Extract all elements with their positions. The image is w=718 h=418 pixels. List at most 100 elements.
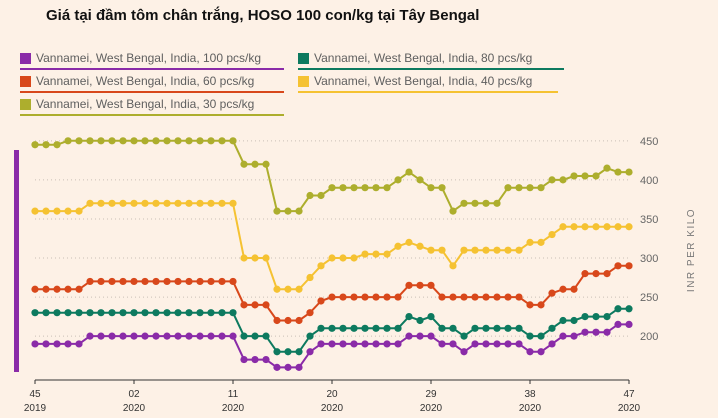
data-point[interactable] (75, 207, 83, 215)
data-point[interactable] (361, 340, 369, 348)
data-point[interactable] (218, 309, 226, 317)
data-point[interactable] (273, 316, 281, 325)
data-point[interactable] (42, 207, 50, 215)
data-point[interactable] (152, 309, 160, 317)
data-point[interactable] (548, 289, 556, 297)
data-point[interactable] (31, 141, 39, 149)
data-point[interactable] (383, 324, 391, 332)
data-point[interactable] (559, 223, 567, 231)
data-point[interactable] (64, 207, 72, 215)
data-point[interactable] (185, 332, 193, 340)
data-point[interactable] (108, 277, 116, 286)
data-point[interactable] (493, 324, 501, 332)
data-point[interactable] (108, 309, 116, 317)
data-point[interactable] (614, 262, 622, 270)
data-point[interactable] (97, 199, 105, 207)
data-point[interactable] (460, 199, 468, 207)
data-point[interactable] (570, 316, 578, 325)
data-point[interactable] (130, 137, 138, 145)
data-point[interactable] (53, 340, 61, 348)
data-point[interactable] (86, 137, 94, 145)
data-point[interactable] (240, 355, 248, 364)
data-point[interactable] (515, 340, 523, 348)
data-point[interactable] (471, 246, 479, 254)
data-point[interactable] (482, 293, 490, 301)
data-point[interactable] (526, 184, 534, 192)
data-point[interactable] (262, 254, 270, 262)
data-point[interactable] (416, 176, 424, 184)
data-point[interactable] (350, 340, 358, 348)
data-point[interactable] (196, 199, 204, 207)
data-point[interactable] (42, 340, 50, 348)
data-point[interactable] (262, 301, 270, 309)
data-point[interactable] (185, 137, 193, 145)
data-point[interactable] (592, 172, 600, 180)
data-point[interactable] (284, 363, 292, 371)
data-point[interactable] (174, 332, 182, 340)
data-point[interactable] (504, 324, 512, 332)
data-point[interactable] (493, 246, 501, 254)
data-point[interactable] (196, 277, 204, 286)
data-point[interactable] (537, 238, 545, 246)
data-point[interactable] (559, 285, 567, 293)
data-point[interactable] (394, 293, 402, 301)
data-point[interactable] (53, 141, 61, 149)
data-point[interactable] (53, 207, 61, 215)
data-point[interactable] (515, 184, 523, 192)
data-point[interactable] (207, 199, 215, 207)
data-point[interactable] (482, 340, 490, 348)
data-point[interactable] (262, 160, 270, 168)
data-point[interactable] (284, 316, 292, 325)
data-point[interactable] (361, 293, 369, 301)
data-point[interactable] (229, 309, 237, 317)
data-point[interactable] (42, 141, 50, 149)
data-point[interactable] (559, 176, 567, 184)
data-point[interactable] (53, 309, 61, 317)
data-point[interactable] (405, 168, 413, 176)
data-point[interactable] (449, 262, 457, 270)
data-point[interactable] (405, 332, 413, 340)
data-point[interactable] (416, 281, 424, 289)
data-point[interactable] (625, 305, 633, 313)
data-point[interactable] (284, 285, 292, 293)
data-point[interactable] (625, 223, 633, 231)
data-point[interactable] (416, 242, 424, 250)
data-point[interactable] (504, 246, 512, 254)
data-point[interactable] (592, 270, 600, 278)
data-point[interactable] (614, 305, 622, 313)
data-point[interactable] (295, 285, 303, 293)
data-point[interactable] (405, 281, 413, 289)
data-point[interactable] (383, 250, 391, 258)
data-point[interactable] (130, 332, 138, 340)
data-point[interactable] (152, 137, 160, 145)
data-point[interactable] (394, 324, 402, 332)
data-point[interactable] (438, 246, 446, 254)
data-point[interactable] (185, 277, 193, 286)
data-point[interactable] (207, 137, 215, 145)
data-point[interactable] (218, 332, 226, 340)
data-point[interactable] (152, 332, 160, 340)
data-point[interactable] (64, 309, 72, 317)
data-point[interactable] (372, 324, 380, 332)
data-point[interactable] (438, 340, 446, 348)
data-point[interactable] (75, 137, 83, 145)
data-point[interactable] (515, 324, 523, 332)
data-point[interactable] (273, 348, 281, 356)
data-point[interactable] (141, 137, 149, 145)
data-point[interactable] (581, 328, 589, 336)
data-point[interactable] (317, 191, 325, 200)
data-point[interactable] (548, 340, 556, 348)
data-point[interactable] (152, 199, 160, 207)
data-point[interactable] (185, 309, 193, 317)
legend-item-80pcs[interactable]: Vannamei, West Bengal, India, 80 pcs/kg (298, 48, 564, 70)
data-point[interactable] (273, 363, 281, 371)
data-point[interactable] (614, 320, 622, 329)
data-point[interactable] (86, 199, 94, 207)
data-point[interactable] (361, 184, 369, 192)
data-point[interactable] (174, 137, 182, 145)
data-point[interactable] (295, 363, 303, 371)
data-point[interactable] (383, 340, 391, 348)
data-point[interactable] (306, 348, 314, 356)
data-point[interactable] (229, 332, 237, 340)
data-point[interactable] (306, 309, 314, 317)
